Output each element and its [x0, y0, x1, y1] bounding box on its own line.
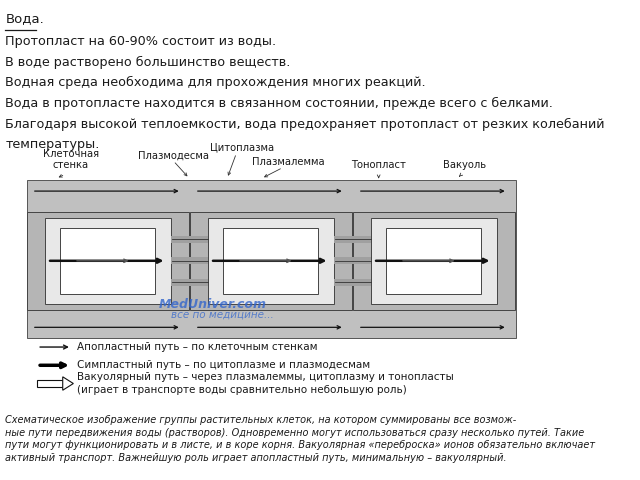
Text: Симпластный путь – по цитоплазме и плазмодесмам: Симпластный путь – по цитоплазме и плазм…: [77, 360, 370, 370]
Text: Вода в протопласте находится в связанном состоянии, прежде всего с белками.: Вода в протопласте находится в связанном…: [5, 97, 553, 110]
FancyBboxPatch shape: [171, 279, 208, 286]
FancyBboxPatch shape: [334, 279, 371, 286]
Text: Цитоплазма: Цитоплазма: [210, 142, 274, 152]
Text: Вакуолярный путь – через плазмалеммы, цитоплазму и тонопласты
(играет в транспор: Вакуолярный путь – через плазмалеммы, ци…: [77, 372, 454, 395]
FancyBboxPatch shape: [171, 257, 208, 264]
Polygon shape: [63, 377, 74, 390]
Text: Клеточная
стенка: Клеточная стенка: [42, 149, 99, 170]
Text: Плазмалемма: Плазмалемма: [252, 156, 324, 167]
FancyBboxPatch shape: [190, 212, 352, 310]
Text: Вакуоль: Вакуоль: [443, 160, 486, 170]
Text: Благодаря высокой теплоемкости, вода предохраняет протопласт от резких колебаний: Благодаря высокой теплоемкости, вода пре…: [5, 118, 605, 131]
FancyBboxPatch shape: [27, 212, 189, 310]
Text: Схематическое изображение группы растительных клеток, на котором суммированы все: Схематическое изображение группы растите…: [5, 415, 595, 463]
FancyBboxPatch shape: [353, 212, 515, 310]
Text: Вода.: Вода.: [5, 12, 44, 25]
FancyBboxPatch shape: [334, 236, 371, 242]
FancyBboxPatch shape: [171, 236, 208, 242]
FancyBboxPatch shape: [386, 228, 481, 294]
FancyBboxPatch shape: [37, 380, 63, 387]
Text: Протопласт на 60-90% состоит из воды.: Протопласт на 60-90% состоит из воды.: [5, 35, 276, 48]
Text: температуры.: температуры.: [5, 138, 100, 151]
Text: MedUniver.com: MedUniver.com: [159, 298, 266, 311]
FancyBboxPatch shape: [371, 217, 497, 304]
Text: Тонопласт: Тонопласт: [351, 160, 406, 170]
Text: все по медицине...: все по медицине...: [171, 310, 273, 319]
Text: Апопластный путь – по клеточным стенкам: Апопластный путь – по клеточным стенкам: [77, 342, 317, 352]
Text: В воде растворено большинство веществ.: В воде растворено большинство веществ.: [5, 56, 291, 69]
FancyBboxPatch shape: [223, 228, 318, 294]
FancyBboxPatch shape: [60, 228, 156, 294]
Text: Плазмодесма: Плазмодесма: [138, 150, 209, 160]
FancyBboxPatch shape: [334, 257, 371, 264]
FancyBboxPatch shape: [207, 217, 333, 304]
FancyBboxPatch shape: [27, 180, 516, 338]
Text: Водная среда необходима для прохождения многих реакций.: Водная среда необходима для прохождения …: [5, 76, 426, 89]
FancyBboxPatch shape: [45, 217, 171, 304]
